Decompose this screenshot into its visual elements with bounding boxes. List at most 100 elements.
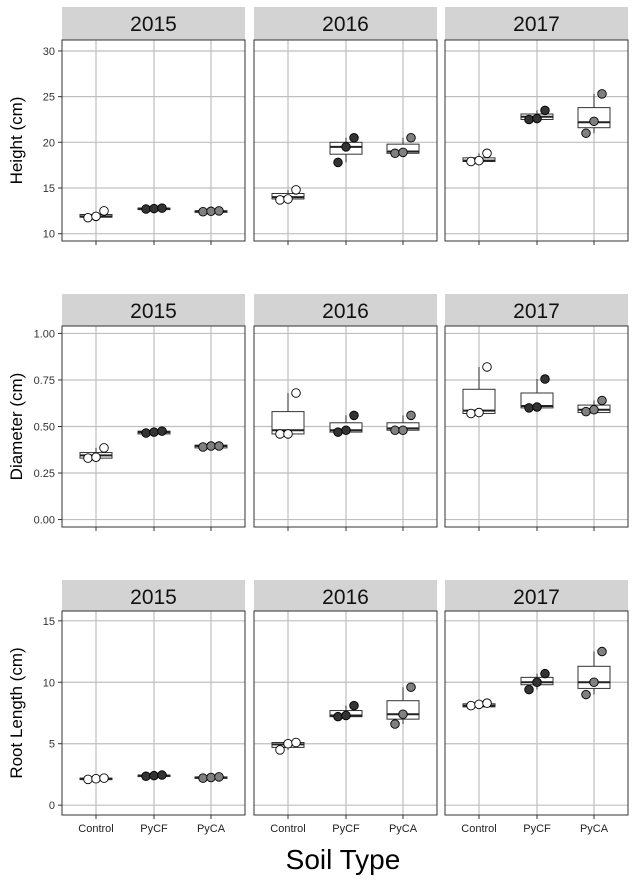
data-point (291, 388, 301, 398)
facet-strip-label: 2015 (130, 586, 177, 609)
y-tick-label: 1.00 (34, 328, 55, 340)
facet-strip (62, 7, 245, 40)
facet-strip (445, 7, 628, 40)
facet-strip (62, 294, 245, 326)
y-tick-label: 0.00 (34, 515, 55, 527)
data-point (597, 89, 607, 99)
box-group-control (79, 773, 113, 785)
box-group-pycf (329, 410, 363, 437)
data-point (283, 738, 293, 749)
data-point (390, 425, 400, 435)
data-point (589, 116, 599, 127)
data-point (466, 700, 476, 711)
data-point (474, 699, 484, 710)
data-point (540, 105, 550, 116)
data-point (466, 156, 476, 167)
y-tick-label: 25 (43, 92, 55, 104)
data-point (214, 206, 224, 216)
data-point (206, 772, 216, 783)
data-point (482, 698, 492, 708)
facet-2016: 2016 (253, 294, 438, 531)
x-tick-label: Control (78, 823, 113, 835)
data-point (540, 668, 550, 679)
data-point (333, 157, 343, 168)
data-point (283, 194, 293, 204)
box-group-control (79, 443, 113, 463)
data-point (283, 429, 293, 439)
data-point (91, 452, 101, 462)
data-point (91, 211, 101, 222)
y-tick-label: 0.50 (34, 422, 55, 434)
box-group-pycf (520, 374, 554, 413)
facet-strip-label: 2015 (130, 13, 177, 36)
box-group-pycf (137, 426, 171, 438)
facet-2016: 2016 Control PyCF PyCA (253, 580, 438, 835)
y-tick-label: 0 (49, 800, 55, 812)
y-axis-title: Diameter (cm) (7, 373, 26, 481)
data-point (291, 737, 301, 748)
box-group-pyca (194, 441, 228, 452)
x-axis-title: Soil Type (286, 844, 401, 875)
data-point (291, 185, 301, 195)
facet-2017: 2017 (444, 294, 629, 531)
chart-row-1: Height (cm) 10 15 20 25 30 2015 2016 2017 (7, 7, 629, 245)
data-point (149, 770, 159, 781)
data-point (99, 443, 109, 453)
data-point (406, 133, 416, 143)
data-point (532, 113, 542, 124)
y-tick-label: 5 (49, 739, 55, 751)
facet-2015: 2015 (61, 294, 246, 531)
facet-2017: 2017 (444, 7, 629, 245)
box-group-control (271, 185, 305, 205)
data-point (141, 204, 151, 214)
data-point (524, 684, 534, 695)
data-point (524, 403, 534, 413)
data-point (333, 427, 343, 437)
data-point (540, 374, 550, 384)
x-tick-label: PyCA (389, 823, 418, 835)
facet-2017: 2017 Control PyCF PyCA (444, 580, 629, 835)
data-point (341, 425, 351, 435)
data-point (597, 395, 607, 406)
box-group-control (271, 388, 305, 439)
data-point (398, 425, 408, 435)
box-group-control (462, 698, 496, 711)
y-tick-label: 20 (43, 137, 55, 149)
box-group-control (462, 148, 496, 167)
x-tick-label: Control (461, 823, 496, 835)
data-point (390, 148, 400, 159)
data-point (141, 428, 151, 438)
x-tick-label: PyCF (140, 823, 168, 835)
data-point (466, 408, 476, 419)
x-tick-label: Control (270, 823, 305, 835)
data-point (83, 212, 93, 223)
box-group-control (79, 206, 113, 223)
box-group-pyca (577, 646, 611, 700)
data-point (474, 155, 484, 166)
data-point (333, 711, 343, 722)
data-point (524, 114, 534, 125)
box-group-pycf (137, 203, 171, 214)
data-point (589, 405, 599, 415)
box-group-pyca (194, 772, 228, 783)
y-tick-label: 0.75 (34, 375, 55, 387)
data-point (157, 426, 167, 436)
facet-2015: 2015 Control PyCF PyCA (61, 580, 246, 835)
data-point (99, 206, 109, 216)
data-point (406, 410, 416, 421)
chart-row-3: Root Length (cm) 0 5 10 15 2015 Control PyCF PyC… (7, 580, 629, 835)
facet-2016: 2016 (253, 7, 438, 245)
facet-strip-label: 2017 (513, 586, 560, 609)
box-group-pyca (386, 410, 420, 435)
data-point (406, 682, 416, 692)
facet-strip-label: 2016 (322, 13, 369, 36)
y-tick-label: 10 (43, 677, 55, 689)
facet-strip-label: 2017 (513, 300, 560, 323)
data-point (532, 402, 542, 412)
x-tick-label: PyCA (580, 823, 609, 835)
y-tick-label: 15 (43, 616, 55, 628)
data-point (349, 700, 359, 711)
box-group-pyca (194, 206, 228, 217)
data-point (398, 147, 408, 158)
